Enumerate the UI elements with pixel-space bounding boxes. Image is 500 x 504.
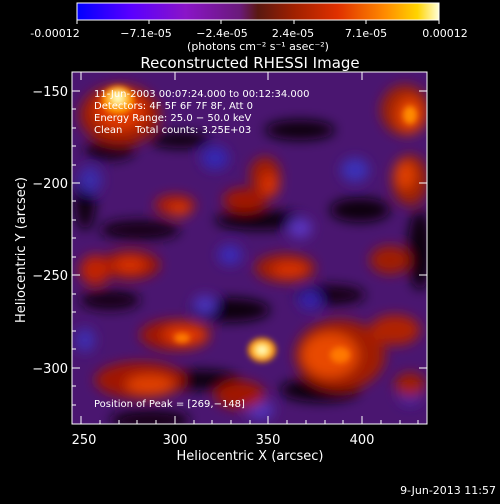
- y-tick-label: −200: [32, 177, 68, 192]
- x-tick-label: 250: [72, 433, 97, 448]
- x-tick-label: 350: [256, 433, 281, 448]
- colorbar-gradient: [76, 2, 440, 21]
- info-line-energy-range: Energy Range: 25.0 − 50.0 keV: [94, 113, 251, 124]
- info-line-time-range: 11-Jun-2003 00:07:24.000 to 00:12:34.000: [94, 89, 310, 100]
- colorbar-tick-label: 7.1e-05: [345, 27, 387, 40]
- plot-title: Reconstructed RHESSI Image: [140, 54, 359, 72]
- colorbar-tick-label: 0.00012: [422, 27, 468, 40]
- y-axis-title: Heliocentric Y (arcsec): [14, 177, 29, 323]
- rhessi-image: [72, 72, 427, 424]
- y-tick-label: −250: [32, 269, 68, 284]
- colorbar-tick-label: 2.4e-05: [272, 27, 314, 40]
- colorbar-ticks: [76, 20, 440, 24]
- x-tick-label: 300: [163, 433, 188, 448]
- info-line-total-counts: Clean Total counts: 3.25E+03: [94, 125, 251, 136]
- plot-axes: [71, 71, 428, 425]
- x-ticks: [80, 72, 419, 424]
- colorbar-tick-label: −7.1e-05: [120, 27, 171, 40]
- y-tick-label: −300: [32, 362, 68, 377]
- y-ticks: [72, 90, 427, 406]
- colorbar-tick-label: −2.4e-05: [196, 27, 247, 40]
- footer-timestamp: 9-Jun-2013 11:57: [400, 484, 496, 497]
- x-axis-title: Heliocentric X (arcsec): [177, 449, 324, 464]
- info-line-detectors: Detectors: 4F 5F 6F 7F 8F, Att 0: [94, 101, 253, 112]
- colorbar: -0.00012 −7.1e-05 −2.4e-05 2.4e-05 7.1e-…: [30, 2, 468, 53]
- peak-position-label: Position of Peak = [269,−148]: [94, 399, 245, 410]
- colorbar-tick-label: -0.00012: [30, 27, 79, 40]
- y-tick-label: −150: [32, 85, 68, 100]
- x-tick-label: 400: [350, 433, 375, 448]
- colorbar-unit-label: (photons cm⁻² s⁻¹ asec⁻²): [187, 40, 329, 53]
